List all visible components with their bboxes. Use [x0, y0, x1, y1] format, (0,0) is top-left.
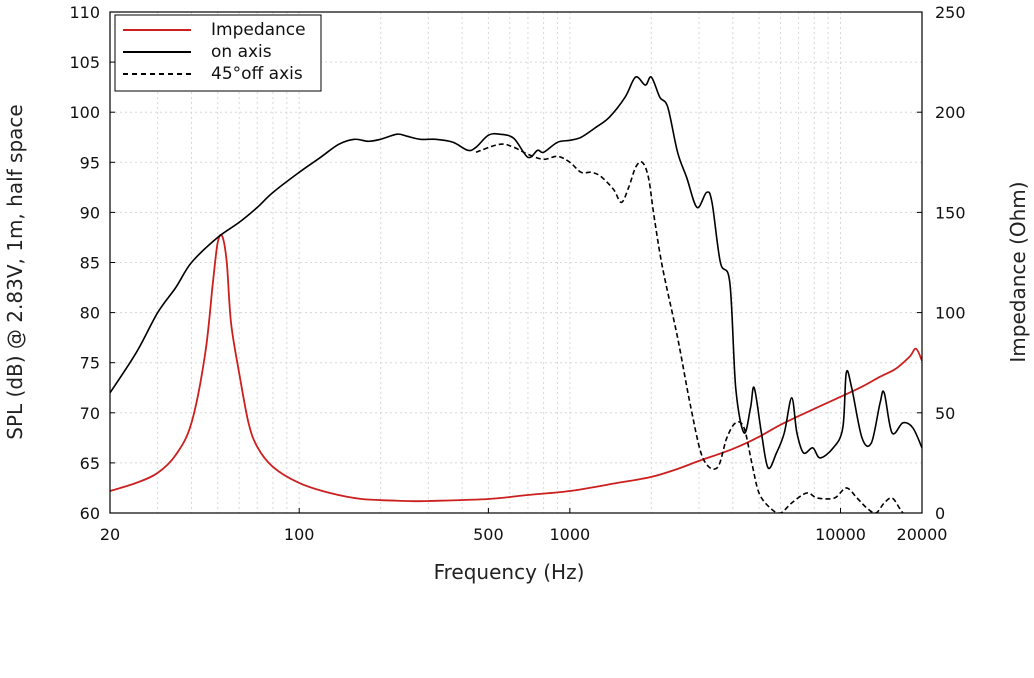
y-tick-label: 95: [80, 153, 100, 172]
y-tick-label: 110: [69, 3, 100, 22]
y2-tick-label: 150: [935, 203, 966, 222]
x-axis-label: Frequency (Hz): [434, 560, 585, 584]
y-axis-label: SPL (dB) @ 2.83V, 1m, half space: [3, 104, 27, 439]
y-tick-label: 75: [80, 354, 100, 373]
legend-label-on-axis: on axis: [211, 42, 272, 62]
tick-layer: 20 100 500 1000 10000 20000606570758085909510…: [69, 3, 965, 544]
y2-tick-label: 100: [935, 304, 966, 323]
y2-tick-label: 200: [935, 103, 966, 122]
series-line-off-axis: [475, 143, 904, 513]
y-tick-label: 85: [80, 254, 100, 273]
x-tick-label: 100: [284, 525, 315, 544]
y-tick-label: 80: [80, 304, 100, 323]
x-tick-label: 500: [473, 525, 504, 544]
legend-label-impedance: Impedance: [211, 20, 306, 40]
y-tick-label: 60: [80, 504, 100, 523]
y-tick-label: 65: [80, 454, 100, 473]
legend: Impedance on axis 45°off axis: [114, 14, 322, 92]
y2-axis-label: Impedance (Ohm): [1006, 181, 1030, 362]
y-tick-label: 90: [80, 203, 100, 222]
series-line-on-axis: [110, 76, 922, 470]
legend-label-off-axis: 45°off axis: [211, 64, 303, 84]
y-tick-label: 70: [80, 404, 100, 423]
y2-tick-label: 50: [935, 404, 955, 423]
y-tick-label: 100: [69, 103, 100, 122]
grid: [110, 12, 922, 513]
x-tick-label: 20: [100, 525, 120, 544]
x-tick-label: 20000: [897, 525, 948, 544]
x-tick-label: 10000: [815, 525, 866, 544]
series-line-impedance: [110, 233, 922, 503]
y-tick-label: 105: [69, 53, 100, 72]
series-layer: [110, 76, 922, 513]
x-tick-label: 1000: [549, 525, 590, 544]
y2-tick-label: 250: [935, 3, 966, 22]
y2-tick-label: 0: [935, 504, 945, 523]
